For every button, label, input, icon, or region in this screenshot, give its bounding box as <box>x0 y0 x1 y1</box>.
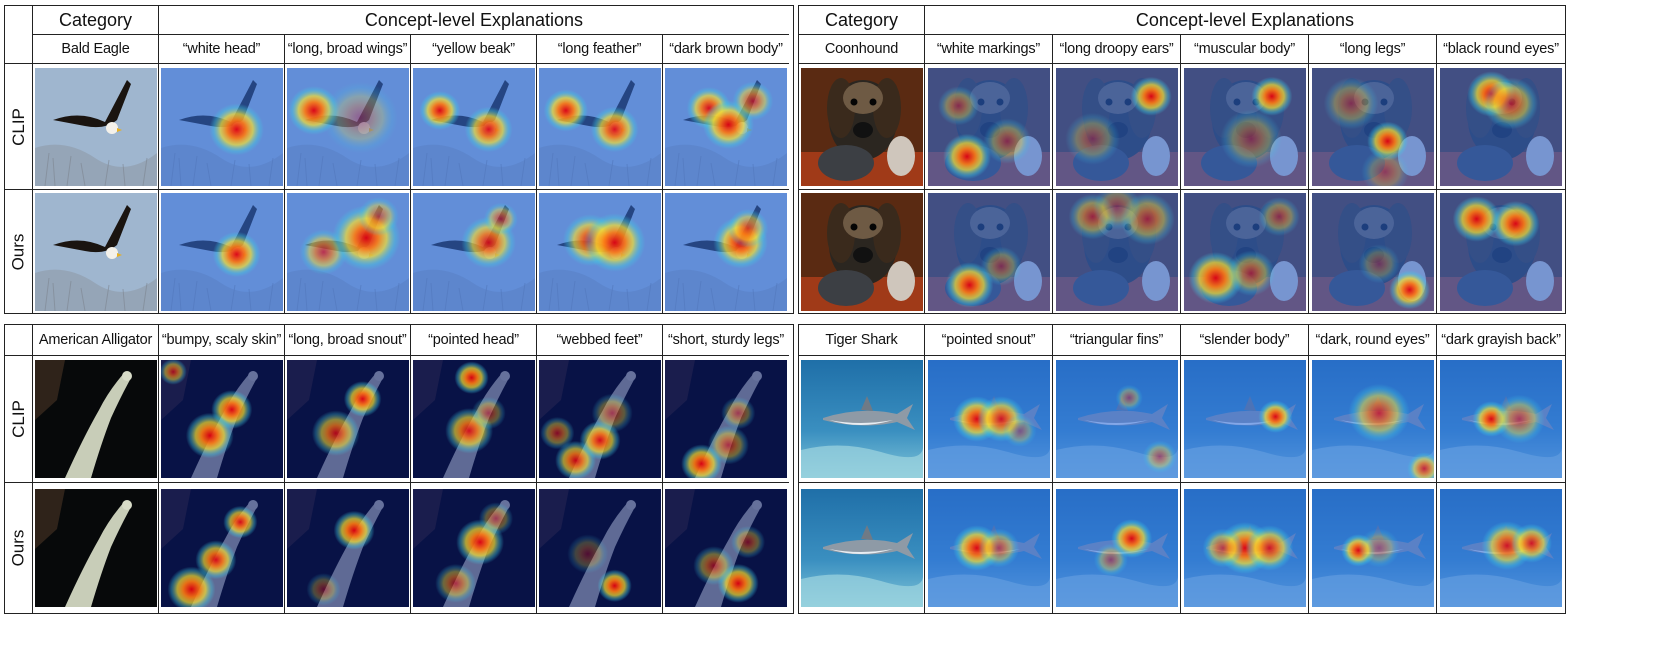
concept-label: “dark brown body” <box>663 35 789 64</box>
heatmap-image <box>665 192 787 311</box>
concept-label: “white markings” <box>925 35 1053 64</box>
concept-label: “pointed head” <box>411 325 537 356</box>
explanations-header: Concept-level Explanations <box>925 6 1565 35</box>
category-name: American Alligator <box>33 325 159 356</box>
heatmap-image <box>538 67 661 186</box>
explanations-header: Concept-level Explanations <box>159 6 789 35</box>
heatmap-image <box>1183 489 1306 607</box>
panel-bald-eagle: Category Concept-level Explanations Bald… <box>4 5 794 314</box>
original-image <box>800 489 923 607</box>
original-image <box>800 360 923 478</box>
category-name: Tiger Shark <box>799 325 925 356</box>
heatmap-image <box>927 489 1050 607</box>
heatmap-image <box>160 360 283 478</box>
concept-label: “dark, round eyes” <box>1309 325 1437 356</box>
original-image <box>800 67 923 186</box>
original-image <box>34 489 157 607</box>
heatmap-image <box>927 67 1050 186</box>
heatmap-image <box>927 360 1050 478</box>
heatmap-image <box>412 489 535 607</box>
concept-label: “black round eyes” <box>1437 35 1565 64</box>
heatmap-image <box>1440 192 1562 311</box>
heatmap-image <box>538 192 661 311</box>
corner-blank <box>5 325 33 356</box>
original-image <box>800 192 923 311</box>
category-header: Category <box>799 6 925 35</box>
heatmap-image <box>412 192 535 311</box>
row-label: Ours <box>5 190 33 313</box>
heatmap-image <box>1311 360 1434 478</box>
heatmap-image <box>412 67 535 186</box>
concept-label: “pointed snout” <box>925 325 1053 356</box>
concept-label: “long, broad snout” <box>285 325 411 356</box>
heatmap-image <box>1055 489 1178 607</box>
concept-label: “muscular body” <box>1181 35 1309 64</box>
heatmap-image <box>160 489 283 607</box>
category-name: Coonhound <box>799 35 925 64</box>
panel-american-alligator: American Alligator “bumpy, scaly skin” “… <box>4 324 794 614</box>
heatmap-image <box>160 192 283 311</box>
concept-label: “yellow beak” <box>411 35 537 64</box>
heatmap-image <box>538 360 661 478</box>
heatmap-image <box>1440 67 1562 186</box>
panel-tiger-shark: Tiger Shark “pointed snout” “triangular … <box>798 324 1566 614</box>
concept-label: “long, broad wings” <box>285 35 411 64</box>
heatmap-image <box>286 192 409 311</box>
concept-label: “webbed feet” <box>537 325 663 356</box>
heatmap-image <box>160 67 283 186</box>
heatmap-image <box>1311 192 1434 311</box>
heatmap-image <box>286 360 409 478</box>
original-image <box>34 360 157 478</box>
concept-label: “dark grayish back” <box>1437 325 1565 356</box>
row-label: CLIP <box>5 64 33 190</box>
concept-label: “short, sturdy legs” <box>663 325 789 356</box>
heatmap-image <box>665 360 787 478</box>
heatmap-image <box>538 489 661 607</box>
concept-label: “white head” <box>159 35 285 64</box>
heatmap-image <box>1183 67 1306 186</box>
original-image <box>34 192 157 311</box>
heatmap-image <box>927 192 1050 311</box>
heatmap-image <box>1440 360 1562 478</box>
heatmap-image <box>1311 67 1434 186</box>
concept-label: “triangular fins” <box>1053 325 1181 356</box>
concept-label: “slender body” <box>1181 325 1309 356</box>
concept-label: “long droopy ears” <box>1053 35 1181 64</box>
heatmap-image <box>1055 192 1178 311</box>
concept-label: “bumpy, scaly skin” <box>159 325 285 356</box>
heatmap-image <box>412 360 535 478</box>
concept-label: “long feather” <box>537 35 663 64</box>
row-label: CLIP <box>5 356 33 483</box>
heatmap-image <box>1183 192 1306 311</box>
heatmap-image <box>665 489 787 607</box>
original-image <box>34 67 157 186</box>
heatmap-image <box>286 489 409 607</box>
category-name: Bald Eagle <box>33 35 159 64</box>
row-label: Ours <box>5 483 33 613</box>
concept-label: “long legs” <box>1309 35 1437 64</box>
panel-coonhound: Category Concept-level Explanations Coon… <box>798 5 1566 314</box>
heatmap-image <box>1055 360 1178 478</box>
heatmap-image <box>665 67 787 186</box>
heatmap-image <box>1183 360 1306 478</box>
heatmap-image <box>1311 489 1434 607</box>
heatmap-image <box>1055 67 1178 186</box>
heatmap-image <box>1440 489 1562 607</box>
category-header: Category <box>33 6 159 35</box>
heatmap-image <box>286 67 409 186</box>
corner-blank <box>5 6 33 64</box>
